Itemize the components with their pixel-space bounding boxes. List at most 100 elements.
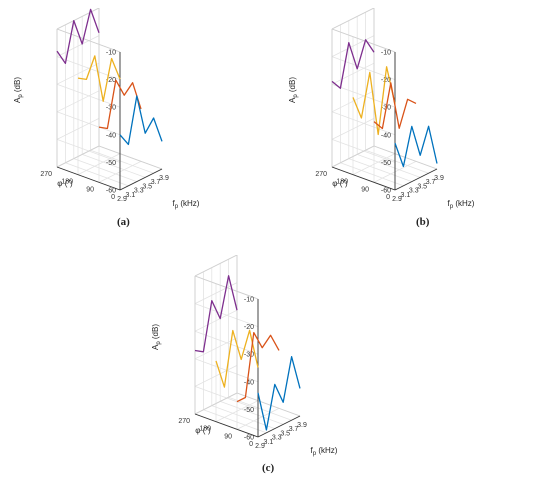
phi-axis-label: φ (˚) — [57, 179, 73, 188]
series-line-phi-0 — [394, 125, 438, 168]
z-axis-label-unit: (dB) — [151, 324, 160, 342]
phi-axis-label: φ (˚) — [195, 426, 211, 435]
x-axis-line — [119, 168, 163, 191]
z-axis-label: Ap (dB) — [288, 77, 299, 103]
phi-tick-label: 270 — [40, 171, 52, 178]
series-group — [194, 275, 301, 431]
chart-svg: -60-50-40-30-20-100901802702.93.13.33.53… — [13, 7, 200, 210]
grid-line — [56, 111, 121, 136]
z-axis-label: Ap (dB) — [151, 324, 162, 350]
x-axis-label-unit: (kHz) — [178, 199, 200, 208]
z-tick-label: -30 — [244, 352, 254, 359]
grid-line — [331, 111, 396, 136]
series-line-phi-180 — [77, 55, 121, 102]
x-tick-label: 3.3 — [272, 435, 282, 442]
box-edge — [331, 7, 375, 30]
series-group — [331, 39, 438, 168]
chart-panel-c: -60 -50 -40 -30 -20 -10 0 90 180 270 2.9 3.1 3.3 3.5 3… — [148, 254, 418, 465]
grid-line — [340, 162, 404, 187]
series-line-phi-0 — [257, 356, 301, 431]
z-axis-label-subscript: p — [293, 94, 299, 98]
grid-line — [331, 56, 396, 80]
x-tick-label: 2.9 — [392, 196, 402, 203]
series-line-phi-90 — [373, 82, 417, 130]
z-tick-label: -10 — [106, 50, 116, 57]
series-line-phi-90 — [236, 331, 280, 403]
z-axis-label-symbol: A — [13, 97, 22, 103]
z-tick-label: -60 — [244, 435, 254, 442]
box-edge — [56, 28, 121, 53]
x-axis-label: fp (kHz) — [173, 199, 200, 210]
caption-a: (a) — [117, 216, 130, 228]
z-tick-label: -60 — [381, 188, 391, 195]
tick-labels: -60-50-40-30-20-100901802702.93.13.33.53… — [178, 297, 307, 451]
x-tick-label: 2.9 — [255, 443, 265, 450]
z-tick-label: -20 — [381, 77, 391, 84]
x-tick-label: 3.7 — [151, 179, 161, 186]
x-tick-label: 3.1 — [401, 192, 411, 199]
z-axis-label-subscript: p — [156, 341, 162, 345]
x-tick-label: 3.1 — [264, 439, 274, 446]
z-tick-label: -60 — [106, 188, 116, 195]
grid-line — [203, 409, 267, 434]
box-edge — [98, 145, 163, 170]
x-tick-label: 3.3 — [134, 188, 144, 195]
grid-line — [365, 149, 429, 174]
x-axis-label-symbol: f — [173, 199, 176, 208]
box-edge — [236, 392, 301, 417]
x-axis-label: fp (kHz) — [448, 199, 475, 210]
axes-box — [331, 7, 438, 191]
x-tick-label: 3.5 — [280, 430, 290, 437]
phi-tick-label: 180 — [61, 179, 73, 186]
phi-tick-label: 180 — [199, 426, 211, 433]
series-line-phi-0 — [119, 95, 163, 146]
phi-axis-line — [56, 166, 121, 191]
phi-tick-label: 90 — [86, 186, 94, 193]
x-tick-label: 3.9 — [434, 175, 444, 182]
grid-line — [194, 303, 259, 327]
series-line-phi-180 — [352, 66, 396, 136]
phi-tick-label: 0 — [249, 441, 253, 448]
x-axis-label: fp (kHz) — [311, 446, 338, 457]
x-tick-label: 3.3 — [409, 188, 419, 195]
phi-axis-line — [194, 413, 259, 438]
z-tick-label: -50 — [106, 160, 116, 167]
x-axis-label-subscript: p — [175, 204, 179, 210]
phi-axis-label: φ (˚) — [332, 179, 348, 188]
z-tick-label: -40 — [244, 379, 254, 386]
caption-b: (b) — [416, 216, 430, 228]
x-tick-label: 3.9 — [297, 422, 307, 429]
x-tick-label: 3.1 — [126, 192, 136, 199]
z-tick-label: -50 — [381, 160, 391, 167]
grid-line — [90, 149, 154, 174]
x-axis-label-unit: (kHz) — [453, 199, 475, 208]
caption-c: (c) — [262, 462, 275, 474]
box-edge — [56, 7, 100, 30]
grid-line — [56, 56, 121, 80]
x-axis-label-unit: (kHz) — [316, 446, 338, 455]
z-tick-label: -20 — [244, 324, 254, 331]
chart-svg: -60-50-40-30-20-100901802702.93.13.33.53… — [288, 7, 475, 210]
x-tick-label: 3.7 — [289, 426, 299, 433]
grid-line — [65, 162, 129, 187]
x-tick-label: 3.7 — [426, 179, 436, 186]
z-axis-label-symbol: A — [288, 97, 297, 103]
phi-axis-line — [331, 166, 396, 191]
phi-tick-label: 90 — [361, 186, 369, 193]
box-edge — [194, 392, 238, 415]
chart-panel-b: -60 -50 -40 -30 -20 -10 0 90 180 270 2.9 3.1 3.3 3.5 3… — [285, 7, 550, 218]
x-axis-line — [394, 168, 438, 191]
grid-line — [56, 83, 121, 108]
z-tick-label: -40 — [106, 132, 116, 139]
x-axis-line — [257, 415, 301, 438]
phi-tick-label: 270 — [178, 418, 190, 425]
series-line-phi-270 — [194, 275, 238, 353]
grid-line — [357, 154, 421, 178]
box-edge — [194, 254, 238, 277]
z-tick-label: -10 — [244, 297, 254, 304]
x-axis-label-symbol: f — [311, 446, 314, 455]
series-line-phi-90 — [98, 79, 142, 130]
series-line-phi-180 — [215, 329, 259, 388]
z-axis-label: Ap (dB) — [13, 77, 24, 103]
